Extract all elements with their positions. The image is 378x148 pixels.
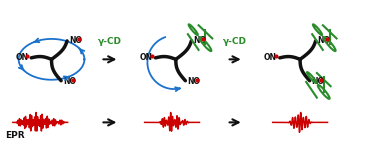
Text: γ-CD: γ-CD (98, 37, 122, 46)
Text: EPR: EPR (5, 131, 25, 140)
Text: ON: ON (264, 53, 277, 62)
Text: NO: NO (63, 77, 76, 86)
Text: NO: NO (194, 36, 206, 45)
Text: NO: NO (311, 77, 325, 86)
Text: ON: ON (139, 53, 152, 62)
Text: ON: ON (15, 53, 28, 62)
Text: γ-CD: γ-CD (223, 37, 247, 46)
Text: NO: NO (187, 77, 200, 86)
Text: NO: NO (69, 36, 82, 45)
Text: NO: NO (318, 36, 331, 45)
